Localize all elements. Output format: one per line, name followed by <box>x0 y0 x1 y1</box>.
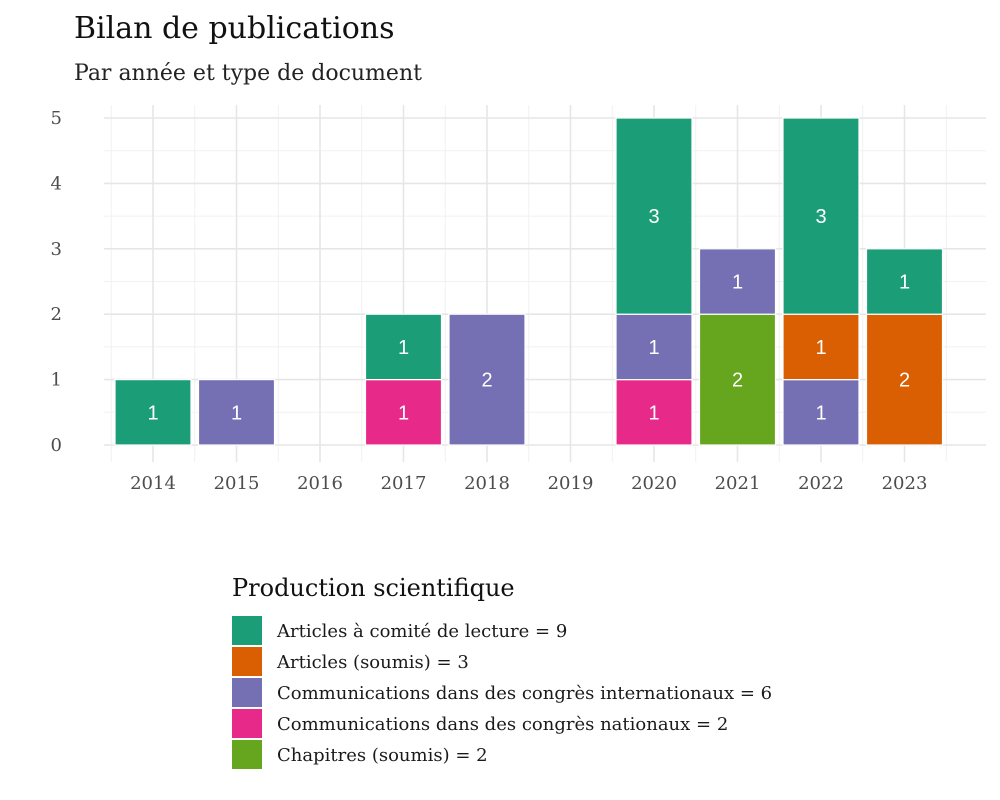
bar-segment <box>782 313 860 381</box>
bar-value-label: 1 <box>732 272 743 294</box>
bar-value-label: 1 <box>648 402 659 424</box>
bar-value-label: 3 <box>648 206 659 228</box>
bar-segment <box>782 379 860 446</box>
x-tick-label: 2021 <box>715 473 761 494</box>
bar-segment <box>698 248 777 315</box>
bar-value-label: 1 <box>815 402 826 424</box>
x-tick-label: 2019 <box>548 473 594 494</box>
bar-value-label: 2 <box>899 370 910 392</box>
bar-value-label: 3 <box>815 206 826 228</box>
bar-value-label: 1 <box>398 402 409 424</box>
y-tick-label: 4 <box>51 173 62 194</box>
legend-entry-label: Communications dans des congrès internat… <box>277 683 772 704</box>
x-tick-label: 2020 <box>631 473 677 494</box>
bar-segment <box>782 117 860 315</box>
bar-segment <box>615 117 693 315</box>
y-tick-label: 5 <box>51 108 62 129</box>
legend-entry-label: Articles à comité de lecture = 9 <box>276 621 567 642</box>
chart-title: Bilan de publications <box>74 11 395 46</box>
legend-entry-label: Articles (soumis) = 3 <box>276 652 469 673</box>
y-tick-label: 0 <box>51 435 62 456</box>
legend-title: Production scientifique <box>232 574 515 602</box>
x-axis: 2014 2015 2016 2017 2018 2019 2020 2021 2022 2023 <box>130 473 927 494</box>
legend-swatch <box>232 647 262 676</box>
bar-value-label: 1 <box>231 402 242 424</box>
bar-stacks: 1 1 1 1 2 1 1 3 2 1 1 1 3 2 1 <box>114 117 944 446</box>
bar-value-label: 1 <box>398 337 409 359</box>
y-axis: 0 1 2 3 4 5 <box>51 108 62 456</box>
x-tick-label: 2017 <box>381 473 427 494</box>
bar-value-label: 1 <box>815 337 826 359</box>
bar-value-label: 2 <box>481 370 492 392</box>
legend-swatch <box>232 709 262 738</box>
legend: Production scientifique Articles à comit… <box>232 574 772 769</box>
bar-segment <box>865 248 944 315</box>
bar-segment <box>865 313 944 446</box>
bar-segment <box>615 379 693 446</box>
y-tick-label: 2 <box>51 304 62 325</box>
bar-segment <box>698 313 777 446</box>
bar-segment <box>448 313 526 446</box>
bar-segment <box>364 313 443 381</box>
y-tick-label: 1 <box>51 370 62 391</box>
legend-entry-label: Communications dans des congrès nationau… <box>277 714 728 735</box>
x-tick-label: 2023 <box>882 473 928 494</box>
bar-value-label: 2 <box>732 370 743 392</box>
chart-subtitle: Par année et type de document <box>74 61 422 86</box>
x-tick-label: 2018 <box>464 473 510 494</box>
bar-segment <box>615 313 693 381</box>
legend-swatch <box>232 740 262 769</box>
legend-swatch <box>232 616 262 645</box>
y-tick-label: 3 <box>51 239 62 260</box>
x-tick-label: 2015 <box>214 473 260 494</box>
bar-segment <box>197 379 276 446</box>
legend-entry-label: Chapitres (soumis) = 2 <box>277 745 488 766</box>
bar-value-label: 1 <box>147 402 158 424</box>
x-tick-label: 2014 <box>130 473 176 494</box>
bar-value-label: 1 <box>899 272 910 294</box>
bar-value-label: 1 <box>648 337 659 359</box>
bar-segment <box>114 379 192 446</box>
x-tick-label: 2022 <box>798 473 844 494</box>
legend-swatch <box>232 678 262 707</box>
x-tick-label: 2016 <box>297 473 343 494</box>
